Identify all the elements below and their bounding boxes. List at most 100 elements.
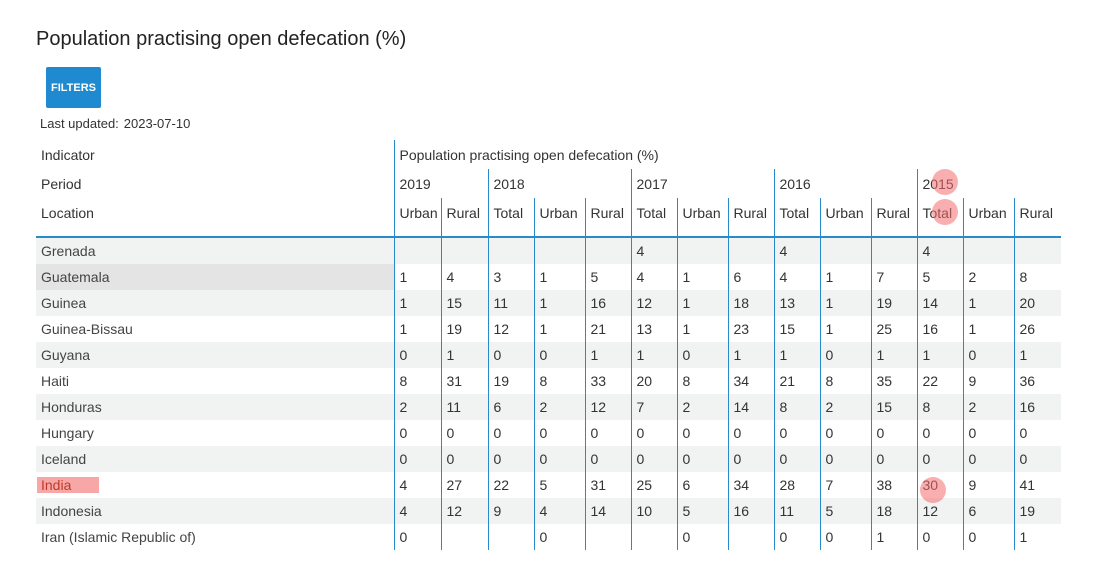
filters-button[interactable]: FILTERS bbox=[46, 67, 101, 108]
table-cell: 0 bbox=[962, 420, 1014, 446]
table-cell: 0 bbox=[676, 446, 728, 472]
table-cell: 16 bbox=[727, 498, 774, 524]
table-cell: 0 bbox=[870, 446, 917, 472]
column-header-total[interactable]: Total bbox=[630, 198, 677, 227]
table-cell bbox=[584, 524, 631, 550]
table-cell: 12 bbox=[440, 498, 488, 524]
table-cell: 1 bbox=[727, 342, 774, 368]
table-cell: 36 bbox=[1013, 368, 1062, 394]
table-cell: 0 bbox=[819, 524, 871, 550]
table-cell: 4 bbox=[773, 237, 820, 264]
row-location[interactable]: Iran (Islamic Republic of) bbox=[36, 524, 394, 550]
table-cell: 0 bbox=[393, 446, 441, 472]
table-cell bbox=[584, 237, 631, 264]
table-cell: 0 bbox=[870, 420, 917, 446]
table-row: Iran (Islamic Republic of) 0 0 0 0 0 1 0 0 1 bbox=[36, 524, 1062, 550]
column-header-total[interactable]: Total bbox=[773, 198, 820, 227]
row-location[interactable]: Haiti bbox=[36, 368, 394, 394]
row-location[interactable]: Guatemala bbox=[36, 264, 394, 290]
column-header-urban[interactable]: Urban bbox=[962, 198, 1014, 227]
table-cell: 14 bbox=[584, 498, 631, 524]
table-cell: 1 bbox=[819, 316, 871, 342]
column-header-rural[interactable]: Rural bbox=[870, 198, 917, 227]
table-cell: 31 bbox=[584, 472, 631, 498]
column-header-urban[interactable]: Urban bbox=[676, 198, 728, 227]
row-location[interactable]: Hungary bbox=[36, 420, 394, 446]
column-header-urban[interactable]: Urban bbox=[819, 198, 871, 227]
table-cell: 0 bbox=[487, 342, 534, 368]
table-cell bbox=[630, 524, 677, 550]
table-cell: 5 bbox=[819, 498, 871, 524]
table-cell: 12 bbox=[916, 498, 963, 524]
row-location[interactable]: Grenada bbox=[36, 237, 394, 264]
table-cell: 15 bbox=[773, 316, 820, 342]
table-cell: 31 bbox=[440, 368, 488, 394]
table-cell: 0 bbox=[393, 342, 441, 368]
table-cell: 5 bbox=[533, 472, 585, 498]
column-header-rural[interactable]: Rural bbox=[727, 198, 774, 227]
table-row: India42722531256342873830941 bbox=[36, 472, 1062, 498]
column-header-total[interactable]: Total bbox=[487, 198, 534, 227]
table-cell: 25 bbox=[870, 316, 917, 342]
row-location[interactable]: Indonesia bbox=[36, 498, 394, 524]
row-location[interactable]: Iceland bbox=[36, 446, 394, 472]
table-cell: 13 bbox=[773, 290, 820, 316]
table-row: Hungary 0 0 0 0 0 0 0 0 0 0 0 0 0 0 bbox=[36, 420, 1062, 446]
table-cell: 1 bbox=[676, 264, 728, 290]
table-cell: 1 bbox=[773, 342, 820, 368]
table-cell: 26 bbox=[1013, 316, 1062, 342]
table-cell: 15 bbox=[870, 394, 917, 420]
table-cell: 33 bbox=[584, 368, 631, 394]
table-row: Haiti 8 31 19 8 33 20 8 34 21 8 35 22 9 36 bbox=[36, 368, 1062, 394]
row-location[interactable]: Guinea-Bissau bbox=[36, 316, 394, 342]
table-cell: 11 bbox=[440, 394, 488, 420]
table-cell: 7 bbox=[819, 472, 871, 498]
table-cell bbox=[727, 237, 774, 264]
table-cell bbox=[533, 237, 585, 264]
table-cell: 8 bbox=[819, 368, 871, 394]
table-cell: 22 bbox=[487, 472, 534, 498]
table-cell: 0 bbox=[1013, 420, 1062, 446]
table-cell: 0 bbox=[676, 342, 728, 368]
table-cell: 1 bbox=[962, 290, 1014, 316]
table-cell: 0 bbox=[773, 524, 820, 550]
column-header-urban[interactable]: Urban bbox=[533, 198, 585, 227]
table-row: Guyana 0 1 0 0 1 1 0 1 1 0 1 1 0 1 bbox=[36, 342, 1062, 368]
column-header-rural[interactable]: Rural bbox=[1013, 198, 1062, 227]
table-cell: 12 bbox=[487, 316, 534, 342]
table-cell: 4 bbox=[440, 264, 488, 290]
table-cell bbox=[819, 237, 871, 264]
table-cell: 4 bbox=[916, 237, 963, 264]
table-cell: 0 bbox=[773, 420, 820, 446]
indicator-value: Population practising open defecation (%… bbox=[393, 140, 1062, 169]
row-location[interactable]: Guyana bbox=[36, 342, 394, 368]
table-cell: 11 bbox=[773, 498, 820, 524]
table-cell: 21 bbox=[584, 316, 631, 342]
row-location[interactable]: India bbox=[36, 472, 394, 498]
last-updated: Last updated: 2023-07-10 bbox=[40, 116, 195, 131]
table-cell bbox=[1013, 237, 1062, 264]
table-cell: 23 bbox=[727, 316, 774, 342]
table-cell: 4 bbox=[630, 237, 677, 264]
row-location[interactable]: Guinea bbox=[36, 290, 394, 316]
column-header-rural[interactable]: Rural bbox=[584, 198, 631, 227]
table-cell: 0 bbox=[819, 446, 871, 472]
table-cell: 1 bbox=[1013, 524, 1062, 550]
table-cell: 18 bbox=[727, 290, 774, 316]
table-cell: 1 bbox=[630, 342, 677, 368]
table-cell: 0 bbox=[393, 524, 441, 550]
table-cell: 15 bbox=[440, 290, 488, 316]
last-updated-label: Last updated: bbox=[40, 116, 119, 131]
table-cell: 8 bbox=[773, 394, 820, 420]
table-cell: 12 bbox=[584, 394, 631, 420]
table-cell: 20 bbox=[1013, 290, 1062, 316]
table-cell: 12 bbox=[630, 290, 677, 316]
table-cell: 1 bbox=[819, 264, 871, 290]
table-cell bbox=[962, 237, 1014, 264]
column-header-rural[interactable]: Rural bbox=[440, 198, 488, 227]
table-cell: 1 bbox=[676, 290, 728, 316]
column-header-urban[interactable]: Urban bbox=[393, 198, 441, 227]
row-location[interactable]: Honduras bbox=[36, 394, 394, 420]
table-cell: 0 bbox=[393, 420, 441, 446]
table-cell: 19 bbox=[1013, 498, 1062, 524]
